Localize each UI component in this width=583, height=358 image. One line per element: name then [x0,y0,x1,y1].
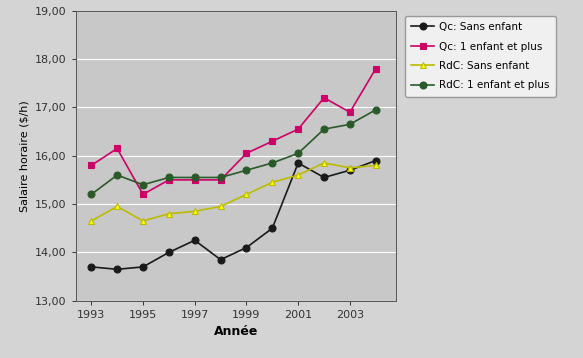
Qc: Sans enfant: (2e+03, 15.7): Sans enfant: (2e+03, 15.7) [346,168,353,173]
Legend: Qc: Sans enfant, Qc: 1 enfant et plus, RdC: Sans enfant, RdC: 1 enfant et plus: Qc: Sans enfant, Qc: 1 enfant et plus, R… [405,16,556,97]
Qc: Sans enfant: (1.99e+03, 13.7): Sans enfant: (1.99e+03, 13.7) [114,267,121,271]
RdC: Sans enfant: (2e+03, 15.2): Sans enfant: (2e+03, 15.2) [243,192,250,197]
Qc: 1 enfant et plus: (2e+03, 16.6): 1 enfant et plus: (2e+03, 16.6) [294,127,301,131]
Line: RdC: 1 enfant et plus: RdC: 1 enfant et plus [88,106,379,198]
RdC: Sans enfant: (1.99e+03, 14.9): Sans enfant: (1.99e+03, 14.9) [114,204,121,209]
Qc: Sans enfant: (1.99e+03, 13.7): Sans enfant: (1.99e+03, 13.7) [88,265,95,269]
Qc: 1 enfant et plus: (2e+03, 15.5): 1 enfant et plus: (2e+03, 15.5) [191,178,198,182]
RdC: 1 enfant et plus: (2e+03, 15.6): 1 enfant et plus: (2e+03, 15.6) [191,175,198,180]
RdC: 1 enfant et plus: (2e+03, 15.7): 1 enfant et plus: (2e+03, 15.7) [243,168,250,173]
RdC: 1 enfant et plus: (2e+03, 16.1): 1 enfant et plus: (2e+03, 16.1) [294,151,301,155]
RdC: 1 enfant et plus: (2e+03, 15.6): 1 enfant et plus: (2e+03, 15.6) [217,175,224,180]
RdC: 1 enfant et plus: (2e+03, 15.4): 1 enfant et plus: (2e+03, 15.4) [139,183,146,187]
RdC: Sans enfant: (2e+03, 14.9): Sans enfant: (2e+03, 14.9) [217,204,224,209]
Qc: 1 enfant et plus: (2e+03, 15.5): 1 enfant et plus: (2e+03, 15.5) [166,178,173,182]
Y-axis label: Salaire horaire ($/h): Salaire horaire ($/h) [20,100,30,212]
RdC: 1 enfant et plus: (1.99e+03, 15.2): 1 enfant et plus: (1.99e+03, 15.2) [88,192,95,197]
RdC: Sans enfant: (2e+03, 15.6): Sans enfant: (2e+03, 15.6) [294,173,301,177]
Qc: 1 enfant et plus: (2e+03, 15.5): 1 enfant et plus: (2e+03, 15.5) [217,178,224,182]
Qc: 1 enfant et plus: (1.99e+03, 15.8): 1 enfant et plus: (1.99e+03, 15.8) [88,163,95,168]
RdC: 1 enfant et plus: (2e+03, 16.9): 1 enfant et plus: (2e+03, 16.9) [373,108,380,112]
Qc: 1 enfant et plus: (2e+03, 15.2): 1 enfant et plus: (2e+03, 15.2) [139,192,146,197]
Line: RdC: Sans enfant: RdC: Sans enfant [88,160,379,224]
Qc: 1 enfant et plus: (2e+03, 16.9): 1 enfant et plus: (2e+03, 16.9) [346,110,353,115]
Qc: 1 enfant et plus: (2e+03, 17.2): 1 enfant et plus: (2e+03, 17.2) [321,96,328,100]
Qc: 1 enfant et plus: (2e+03, 17.8): 1 enfant et plus: (2e+03, 17.8) [373,67,380,71]
RdC: Sans enfant: (2e+03, 14.8): Sans enfant: (2e+03, 14.8) [166,212,173,216]
RdC: Sans enfant: (2e+03, 15.8): Sans enfant: (2e+03, 15.8) [321,161,328,165]
Qc: Sans enfant: (2e+03, 15.6): Sans enfant: (2e+03, 15.6) [321,175,328,180]
RdC: Sans enfant: (2e+03, 15.8): Sans enfant: (2e+03, 15.8) [373,163,380,168]
Qc: Sans enfant: (2e+03, 14): Sans enfant: (2e+03, 14) [166,250,173,255]
Qc: Sans enfant: (2e+03, 13.7): Sans enfant: (2e+03, 13.7) [139,265,146,269]
Qc: Sans enfant: (2e+03, 15.8): Sans enfant: (2e+03, 15.8) [294,161,301,165]
RdC: 1 enfant et plus: (2e+03, 15.6): 1 enfant et plus: (2e+03, 15.6) [166,175,173,180]
RdC: Sans enfant: (2e+03, 15.8): Sans enfant: (2e+03, 15.8) [346,166,353,170]
RdC: Sans enfant: (2e+03, 14.8): Sans enfant: (2e+03, 14.8) [191,209,198,213]
Line: Qc: 1 enfant et plus: Qc: 1 enfant et plus [88,65,379,198]
Qc: Sans enfant: (2e+03, 13.8): Sans enfant: (2e+03, 13.8) [217,257,224,262]
RdC: Sans enfant: (1.99e+03, 14.7): Sans enfant: (1.99e+03, 14.7) [88,219,95,223]
RdC: 1 enfant et plus: (1.99e+03, 15.6): 1 enfant et plus: (1.99e+03, 15.6) [114,173,121,177]
Qc: Sans enfant: (2e+03, 14.2): Sans enfant: (2e+03, 14.2) [191,238,198,242]
X-axis label: Année: Année [214,325,258,338]
Qc: Sans enfant: (2e+03, 14.5): Sans enfant: (2e+03, 14.5) [269,226,276,231]
Qc: 1 enfant et plus: (2e+03, 16.1): 1 enfant et plus: (2e+03, 16.1) [243,151,250,155]
Qc: 1 enfant et plus: (1.99e+03, 16.1): 1 enfant et plus: (1.99e+03, 16.1) [114,146,121,151]
Line: Qc: Sans enfant: Qc: Sans enfant [88,157,379,273]
RdC: 1 enfant et plus: (2e+03, 15.8): 1 enfant et plus: (2e+03, 15.8) [269,161,276,165]
RdC: Sans enfant: (2e+03, 14.7): Sans enfant: (2e+03, 14.7) [139,219,146,223]
Qc: Sans enfant: (2e+03, 14.1): Sans enfant: (2e+03, 14.1) [243,246,250,250]
RdC: Sans enfant: (2e+03, 15.4): Sans enfant: (2e+03, 15.4) [269,180,276,184]
RdC: 1 enfant et plus: (2e+03, 16.6): 1 enfant et plus: (2e+03, 16.6) [321,127,328,131]
RdC: 1 enfant et plus: (2e+03, 16.6): 1 enfant et plus: (2e+03, 16.6) [346,122,353,126]
Qc: 1 enfant et plus: (2e+03, 16.3): 1 enfant et plus: (2e+03, 16.3) [269,139,276,143]
Qc: Sans enfant: (2e+03, 15.9): Sans enfant: (2e+03, 15.9) [373,158,380,163]
